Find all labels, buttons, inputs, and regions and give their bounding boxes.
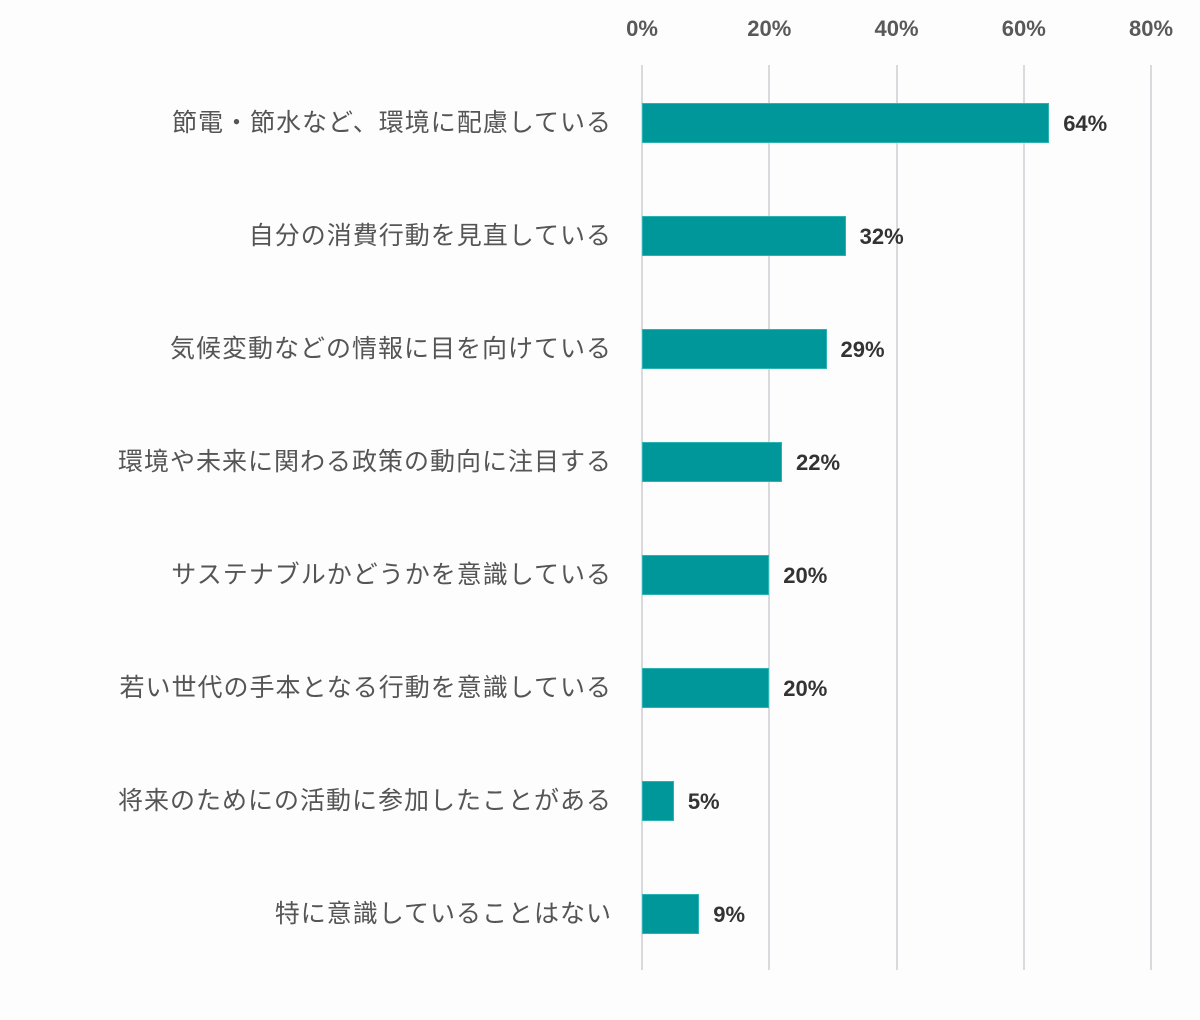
gridline [1150, 65, 1152, 970]
value-label: 9% [713, 902, 746, 927]
bar-row: 特に意識していることはない 9% [0, 894, 1200, 934]
bar-row: 環境や未来に関わる政策の動向に注目する 22% [0, 442, 1200, 482]
bar [642, 103, 1050, 143]
x-tick-label: 0% [626, 16, 658, 41]
value-label: 20% [783, 563, 828, 588]
bar-row: 将来のためにの活動に参加したことがある 5% [0, 781, 1200, 821]
bar-row: 節電・節水など、環境に配慮している 64% [0, 103, 1200, 143]
gridline [1022, 65, 1025, 970]
gridline [768, 65, 771, 970]
value-label: 20% [783, 676, 828, 701]
bar [642, 555, 770, 595]
value-label: 32% [859, 224, 904, 249]
value-label: 5% [687, 789, 720, 814]
gridline [895, 65, 898, 970]
bar [642, 894, 700, 934]
bar [642, 329, 827, 369]
category-label: 気候変動などの情報に目を向けている [169, 334, 612, 363]
category-label: 節電・節水など、環境に配慮している [171, 108, 612, 137]
x-tick-label: 60% [1001, 16, 1046, 41]
bar-row: 気候変動などの情報に目を向けている 29% [0, 329, 1200, 369]
bar [642, 216, 846, 256]
value-label: 22% [795, 450, 841, 475]
category-label: サステナブルかどうかを意識している [171, 560, 612, 589]
bar-row: 若い世代の手本となる行動を意識している 20% [0, 668, 1200, 708]
bar-row: 自分の消費行動を見直している 32% [0, 216, 1200, 256]
gridline [641, 65, 643, 970]
category-label: 将来のためにの活動に参加したことがある [117, 786, 612, 815]
x-tick-label: 40% [874, 16, 919, 41]
category-label: 環境や未来に関わる政策の動向に注目する [117, 447, 612, 476]
bar [642, 668, 770, 708]
x-tick-label: 80% [1128, 16, 1174, 41]
value-label: 29% [840, 337, 885, 362]
value-label: 64% [1063, 111, 1108, 136]
category-label: 若い世代の手本となる行動を意識している [119, 673, 612, 702]
category-label: 自分の消費行動を見直している [248, 221, 612, 250]
x-tick-label: 20% [747, 16, 792, 41]
bar-row: サステナブルかどうかを意識している 20% [0, 555, 1200, 595]
bar [642, 781, 674, 821]
category-label: 特に意識していることはない [274, 899, 612, 928]
bar [642, 442, 782, 482]
